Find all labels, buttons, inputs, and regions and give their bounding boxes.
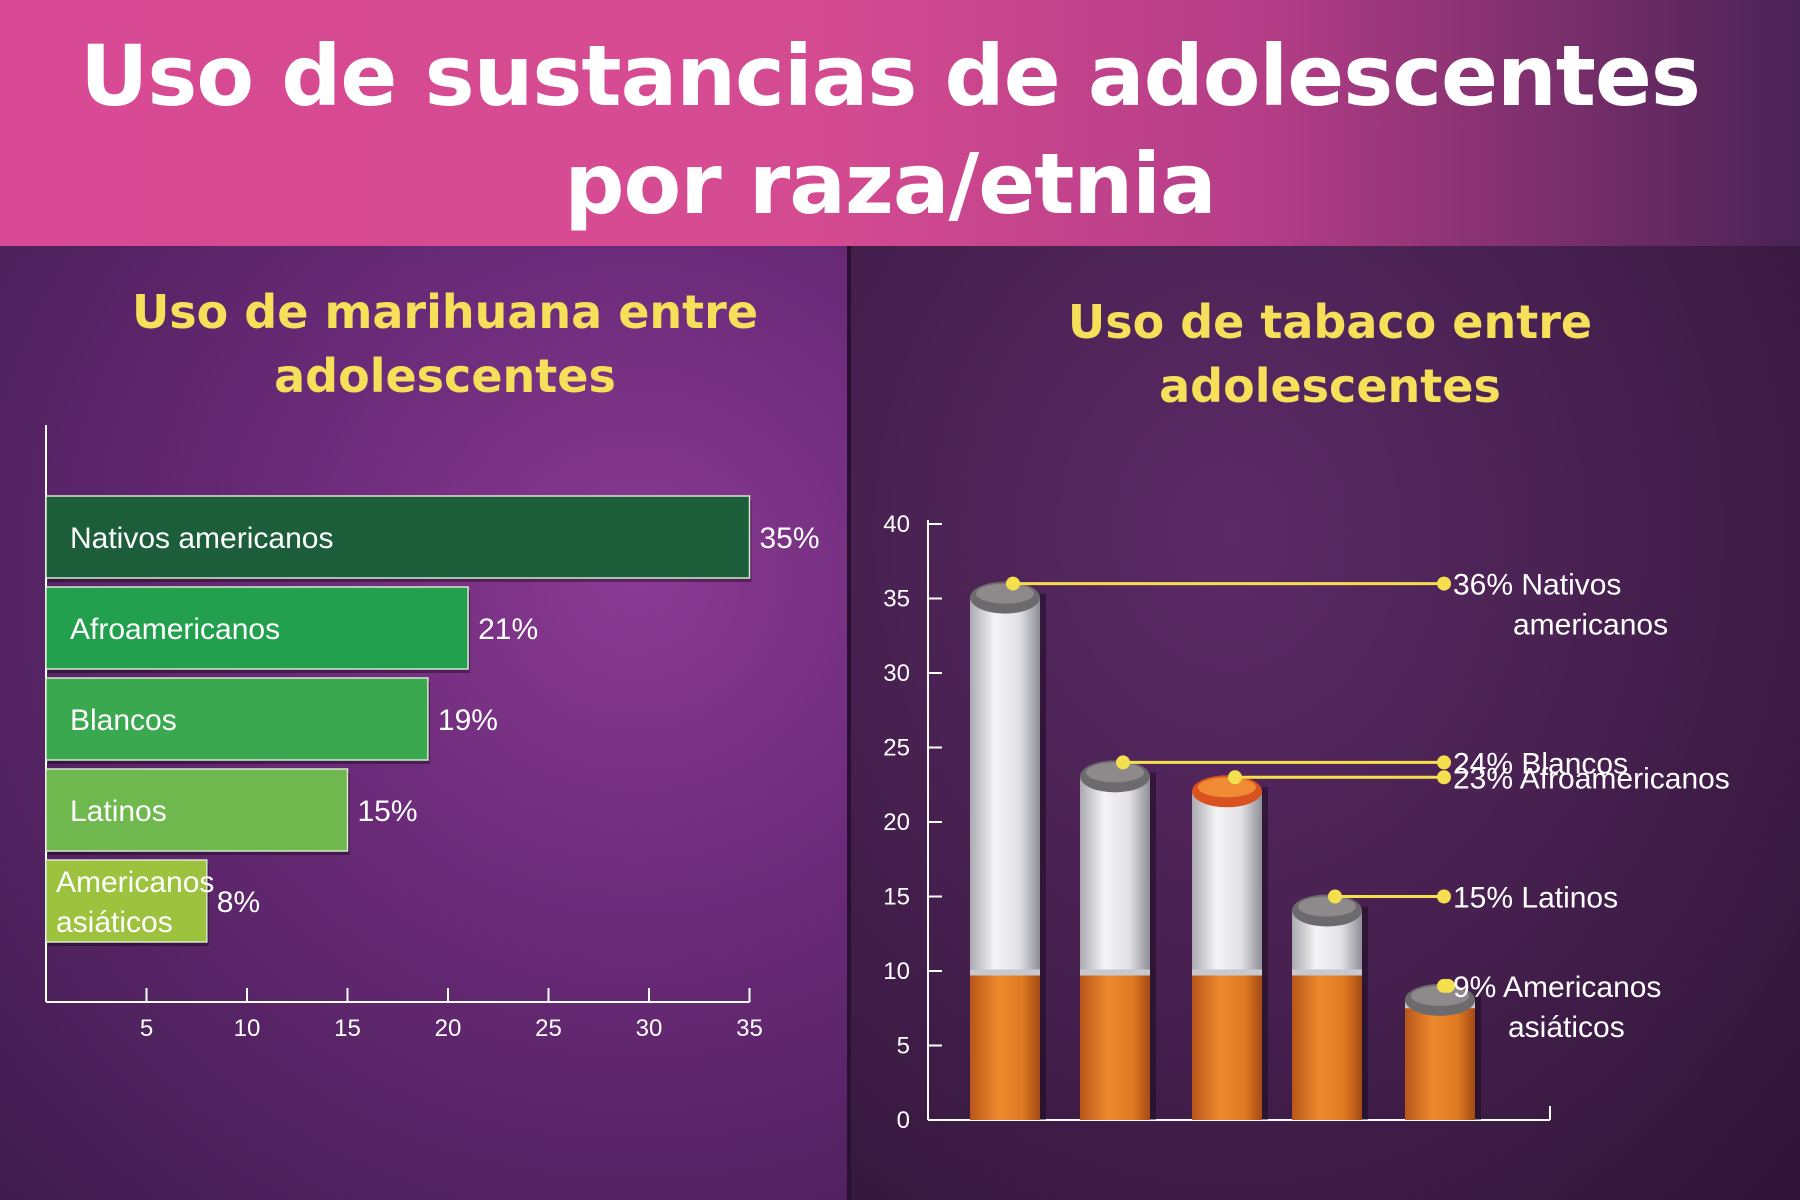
y-tick-label: 0 [897,1107,910,1134]
bar [45,768,349,852]
cigarette-seam [1080,969,1150,976]
callout-dot [1437,978,1451,993]
bar-value-label: 8% [217,886,260,919]
cigarette-paper [970,597,1040,976]
callout-label: asiáticos [1508,1011,1625,1044]
cigarette-seam [1192,969,1262,976]
bar [45,586,469,670]
y-tick-label: 25 [883,735,910,762]
marijuana-title-line-2: adolescentes [274,349,616,403]
callout-label: 36% Nativos [1453,569,1621,602]
panel-divider [847,246,851,1200]
x-tick-label: 30 [636,1015,663,1042]
y-tick-label: 10 [883,958,910,985]
cigarette-paper [1080,776,1150,976]
bar-value-label: 35% [760,522,820,555]
cigarette-filter [1292,975,1362,1120]
callout-label: 9% Americanos [1453,971,1661,1004]
callout-label: 15% Latinos [1453,882,1618,915]
callout-dot [1437,889,1451,904]
cigarette-ash-top [1411,985,1469,1006]
bar-category-label: Afroamericanos [70,613,280,646]
tobacco-chart-title: Uso de tabaco entre adolescentes [1000,290,1660,418]
x-tick-label: 35 [736,1015,763,1042]
bar [45,677,429,761]
cigarette-ash-top [1298,896,1356,917]
cigarette-ash-top [976,583,1034,604]
marijuana-bar-chart: 5 10 15 20 25 30 35 Nativos americanos 35% Afroam… [45,425,820,1042]
bar-category-label: asiáticos [56,906,173,939]
page-title-line-1: Uso de sustancias de adolescentes [80,27,1701,125]
cigarette-seam [1292,969,1362,976]
y-tick-label: 40 [883,511,910,538]
tobacco-title-line-2: adolescentes [1159,359,1501,413]
y-tick-label: 35 [883,586,910,613]
callout-dot [1006,576,1020,591]
callout-dot [1437,770,1451,785]
cigarette-seam [970,969,1040,976]
y-tick-label: 20 [883,809,910,836]
cigarette-filter [1405,1008,1475,1120]
bar [45,495,751,579]
cigarette-filter [970,975,1040,1120]
callout-label: 24% Blancos [1453,747,1628,780]
bar-value-label: 15% [358,795,418,828]
page-title: Uso de sustancias de adolescentes por ra… [0,22,1780,238]
callout-dot [1328,889,1342,904]
page-title-line-2: por raza/etnia [564,135,1216,233]
bar-category-label: Latinos [70,795,167,828]
y-tick-label: 30 [883,660,910,687]
bar-category-label: Nativos americanos [70,522,333,555]
y-tick-label: 15 [883,884,910,911]
callout-dot [1228,770,1242,785]
tobacco-title-line-1: Uso de tabaco entre [1067,295,1593,349]
callout-label: americanos [1513,609,1668,642]
x-tick-label: 25 [535,1015,562,1042]
callout-dot [1116,755,1130,770]
cigarette-filter [1192,975,1262,1120]
bar-value-label: 21% [478,613,538,646]
callout-dot [1437,576,1451,591]
bar-value-label: 19% [438,704,498,737]
bar [45,859,208,943]
title-banner [0,0,1800,246]
bar-category-label: Americanos [56,866,214,899]
bar-category-label: Blancos [70,704,177,737]
cigarette-paper [1192,791,1262,976]
x-tick-label: 20 [435,1015,462,1042]
marijuana-chart-title: Uso de marihuana entre adolescentes [100,280,790,408]
y-tick-label: 5 [897,1033,910,1060]
cigarette-filter [1080,975,1150,1120]
x-tick-label: 5 [140,1015,153,1042]
callout-dot [1437,755,1451,770]
x-tick-label: 15 [334,1015,361,1042]
x-tick-label: 10 [234,1015,261,1042]
callout-label: 23% Afroamericanos [1453,762,1730,795]
cigarette-ash-top [1086,762,1144,783]
cigarette-ash-top [1198,777,1256,798]
marijuana-title-line-1: Uso de marihuana entre [131,285,759,339]
